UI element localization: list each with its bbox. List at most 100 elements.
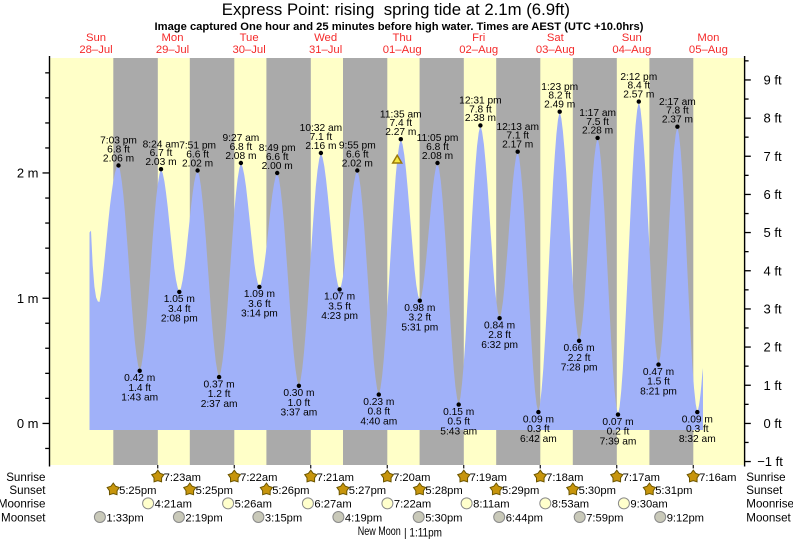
svg-text:9:30am: 9:30am — [630, 499, 667, 511]
svg-text:Mon: Mon — [697, 32, 719, 44]
svg-text:2.00 m: 2.00 m — [262, 161, 293, 172]
svg-text:2.02 m: 2.02 m — [182, 158, 213, 169]
svg-text:3.4 ft: 3.4 ft — [168, 304, 191, 315]
svg-text:7.1 ft: 7.1 ft — [506, 131, 529, 142]
svg-text:0.98 m: 0.98 m — [404, 303, 435, 314]
svg-text:5:30pm: 5:30pm — [425, 512, 462, 524]
svg-text:5:26am: 5:26am — [235, 499, 272, 511]
svg-text:0.3 ft: 0.3 ft — [527, 424, 550, 435]
svg-text:1 m: 1 m — [17, 291, 39, 306]
svg-text:2.38 m: 2.38 m — [465, 113, 496, 124]
svg-text:Sunset: Sunset — [746, 484, 783, 497]
svg-text:2.27 m: 2.27 m — [385, 127, 416, 138]
svg-text:2:08 pm: 2:08 pm — [161, 314, 198, 325]
svg-text:8:11am: 8:11am — [473, 499, 509, 511]
svg-text:Express Point: rising spring: Express Point: rising spring tide at 2.1… — [222, 0, 570, 19]
svg-text:2.16 m: 2.16 m — [305, 141, 336, 152]
svg-text:2.06 m: 2.06 m — [103, 153, 134, 164]
svg-text:12:13 am: 12:13 am — [496, 122, 538, 133]
svg-text:5:25pm: 5:25pm — [119, 485, 156, 497]
svg-text:3:15pm: 3:15pm — [265, 512, 302, 524]
svg-text:11:35 am: 11:35 am — [380, 109, 422, 120]
svg-text:7:39 am: 7:39 am — [600, 436, 637, 447]
svg-text:5:29pm: 5:29pm — [502, 485, 539, 497]
svg-text:1.2 ft: 1.2 ft — [208, 389, 231, 400]
svg-text:2 ft: 2 ft — [764, 340, 782, 355]
svg-text:5:26pm: 5:26pm — [272, 485, 309, 497]
svg-text:1:33pm: 1:33pm — [106, 512, 143, 524]
svg-text:1.4 ft: 1.4 ft — [128, 383, 151, 394]
svg-text:−1 ft: −1 ft — [757, 454, 783, 469]
svg-text:3:37 am: 3:37 am — [280, 408, 317, 419]
svg-text:1.09 m: 1.09 m — [244, 289, 275, 300]
svg-text:Sunrise: Sunrise — [6, 471, 45, 484]
svg-text:2.28 m: 2.28 m — [582, 126, 613, 137]
svg-text:12:31 pm: 12:31 pm — [459, 96, 501, 107]
svg-text:7:18am: 7:18am — [546, 472, 583, 484]
svg-text:05–Aug: 05–Aug — [689, 44, 728, 56]
svg-text:7.1 ft: 7.1 ft — [310, 132, 333, 143]
svg-text:8:49 pm: 8:49 pm — [259, 143, 296, 154]
svg-text:0 m: 0 m — [17, 416, 39, 431]
svg-text:2.08 m: 2.08 m — [422, 151, 453, 162]
svg-text:1:17 am: 1:17 am — [579, 108, 616, 119]
svg-text:7:17am: 7:17am — [623, 472, 660, 484]
svg-text:0 ft: 0 ft — [764, 416, 782, 431]
svg-text:4:23 pm: 4:23 pm — [321, 311, 358, 322]
svg-text:7:19am: 7:19am — [470, 472, 507, 484]
svg-text:9:12pm: 9:12pm — [667, 512, 704, 524]
svg-text:0.84 m: 0.84 m — [484, 321, 515, 332]
svg-text:31–Jul: 31–Jul — [309, 44, 342, 56]
svg-text:6.6 ft: 6.6 ft — [346, 150, 369, 161]
svg-text:9:55 pm: 9:55 pm — [339, 141, 376, 152]
svg-text:6:27am: 6:27am — [314, 499, 351, 511]
svg-text:8 ft: 8 ft — [764, 111, 782, 126]
svg-text:6:44pm: 6:44pm — [506, 512, 543, 524]
svg-text:3.2 ft: 3.2 ft — [408, 313, 431, 324]
svg-text:2:17 am: 2:17 am — [659, 97, 696, 108]
svg-text:6:42 am: 6:42 am — [520, 434, 557, 445]
svg-text:9:27 am: 9:27 am — [222, 133, 259, 144]
svg-text:10:32 am: 10:32 am — [300, 123, 342, 134]
svg-text:6.7 ft: 6.7 ft — [150, 148, 173, 159]
svg-text:Sunrise: Sunrise — [746, 471, 785, 484]
svg-text:5:31 pm: 5:31 pm — [401, 322, 438, 333]
svg-text:6.8 ft: 6.8 ft — [230, 142, 253, 153]
svg-text:28–Jul: 28–Jul — [79, 44, 112, 56]
svg-text:1.07 m: 1.07 m — [324, 292, 355, 303]
svg-text:2.37 m: 2.37 m — [662, 115, 693, 126]
svg-text:Moonset: Moonset — [746, 511, 791, 524]
svg-text:0.5 ft: 0.5 ft — [447, 417, 470, 428]
svg-text:7:59pm: 7:59pm — [586, 512, 623, 524]
svg-text:2.17 m: 2.17 m — [502, 140, 533, 151]
svg-text:11:05 pm: 11:05 pm — [417, 133, 459, 144]
svg-text:0.15 m: 0.15 m — [443, 407, 474, 418]
svg-text:0.09 m: 0.09 m — [682, 414, 713, 425]
svg-text:Mon: Mon — [162, 32, 184, 44]
svg-text:New Moon: New Moon — [358, 525, 401, 538]
svg-text:2:37 am: 2:37 am — [201, 399, 238, 410]
svg-text:0.42 m: 0.42 m — [124, 373, 155, 384]
svg-text:2.02 m: 2.02 m — [342, 158, 373, 169]
svg-text:8:24 am: 8:24 am — [143, 139, 180, 150]
svg-text:5:25pm: 5:25pm — [196, 485, 233, 497]
svg-text:6.6 ft: 6.6 ft — [266, 152, 289, 163]
svg-text:2.57 m: 2.57 m — [623, 89, 654, 100]
svg-text:7:21am: 7:21am — [317, 472, 354, 484]
svg-text:Sunset: Sunset — [9, 484, 46, 497]
svg-text:03–Aug: 03–Aug — [536, 44, 575, 56]
svg-text:1.5 ft: 1.5 ft — [647, 377, 670, 388]
svg-text:Sat: Sat — [547, 32, 565, 44]
svg-text:2.08 m: 2.08 m — [225, 151, 256, 162]
svg-text:Thu: Thu — [392, 32, 411, 44]
svg-text:0.07 m: 0.07 m — [602, 417, 633, 428]
svg-text:2.8 ft: 2.8 ft — [488, 330, 511, 341]
svg-text:5 ft: 5 ft — [764, 225, 782, 240]
svg-text:6.8 ft: 6.8 ft — [107, 145, 130, 156]
svg-text:0.8 ft: 0.8 ft — [367, 407, 390, 418]
svg-text:7.8 ft: 7.8 ft — [666, 106, 689, 117]
svg-text:Tue: Tue — [240, 32, 259, 44]
svg-text:Moonrise: Moonrise — [0, 498, 46, 511]
svg-text:7:16am: 7:16am — [699, 472, 736, 484]
svg-text:7:03 pm: 7:03 pm — [100, 136, 137, 147]
